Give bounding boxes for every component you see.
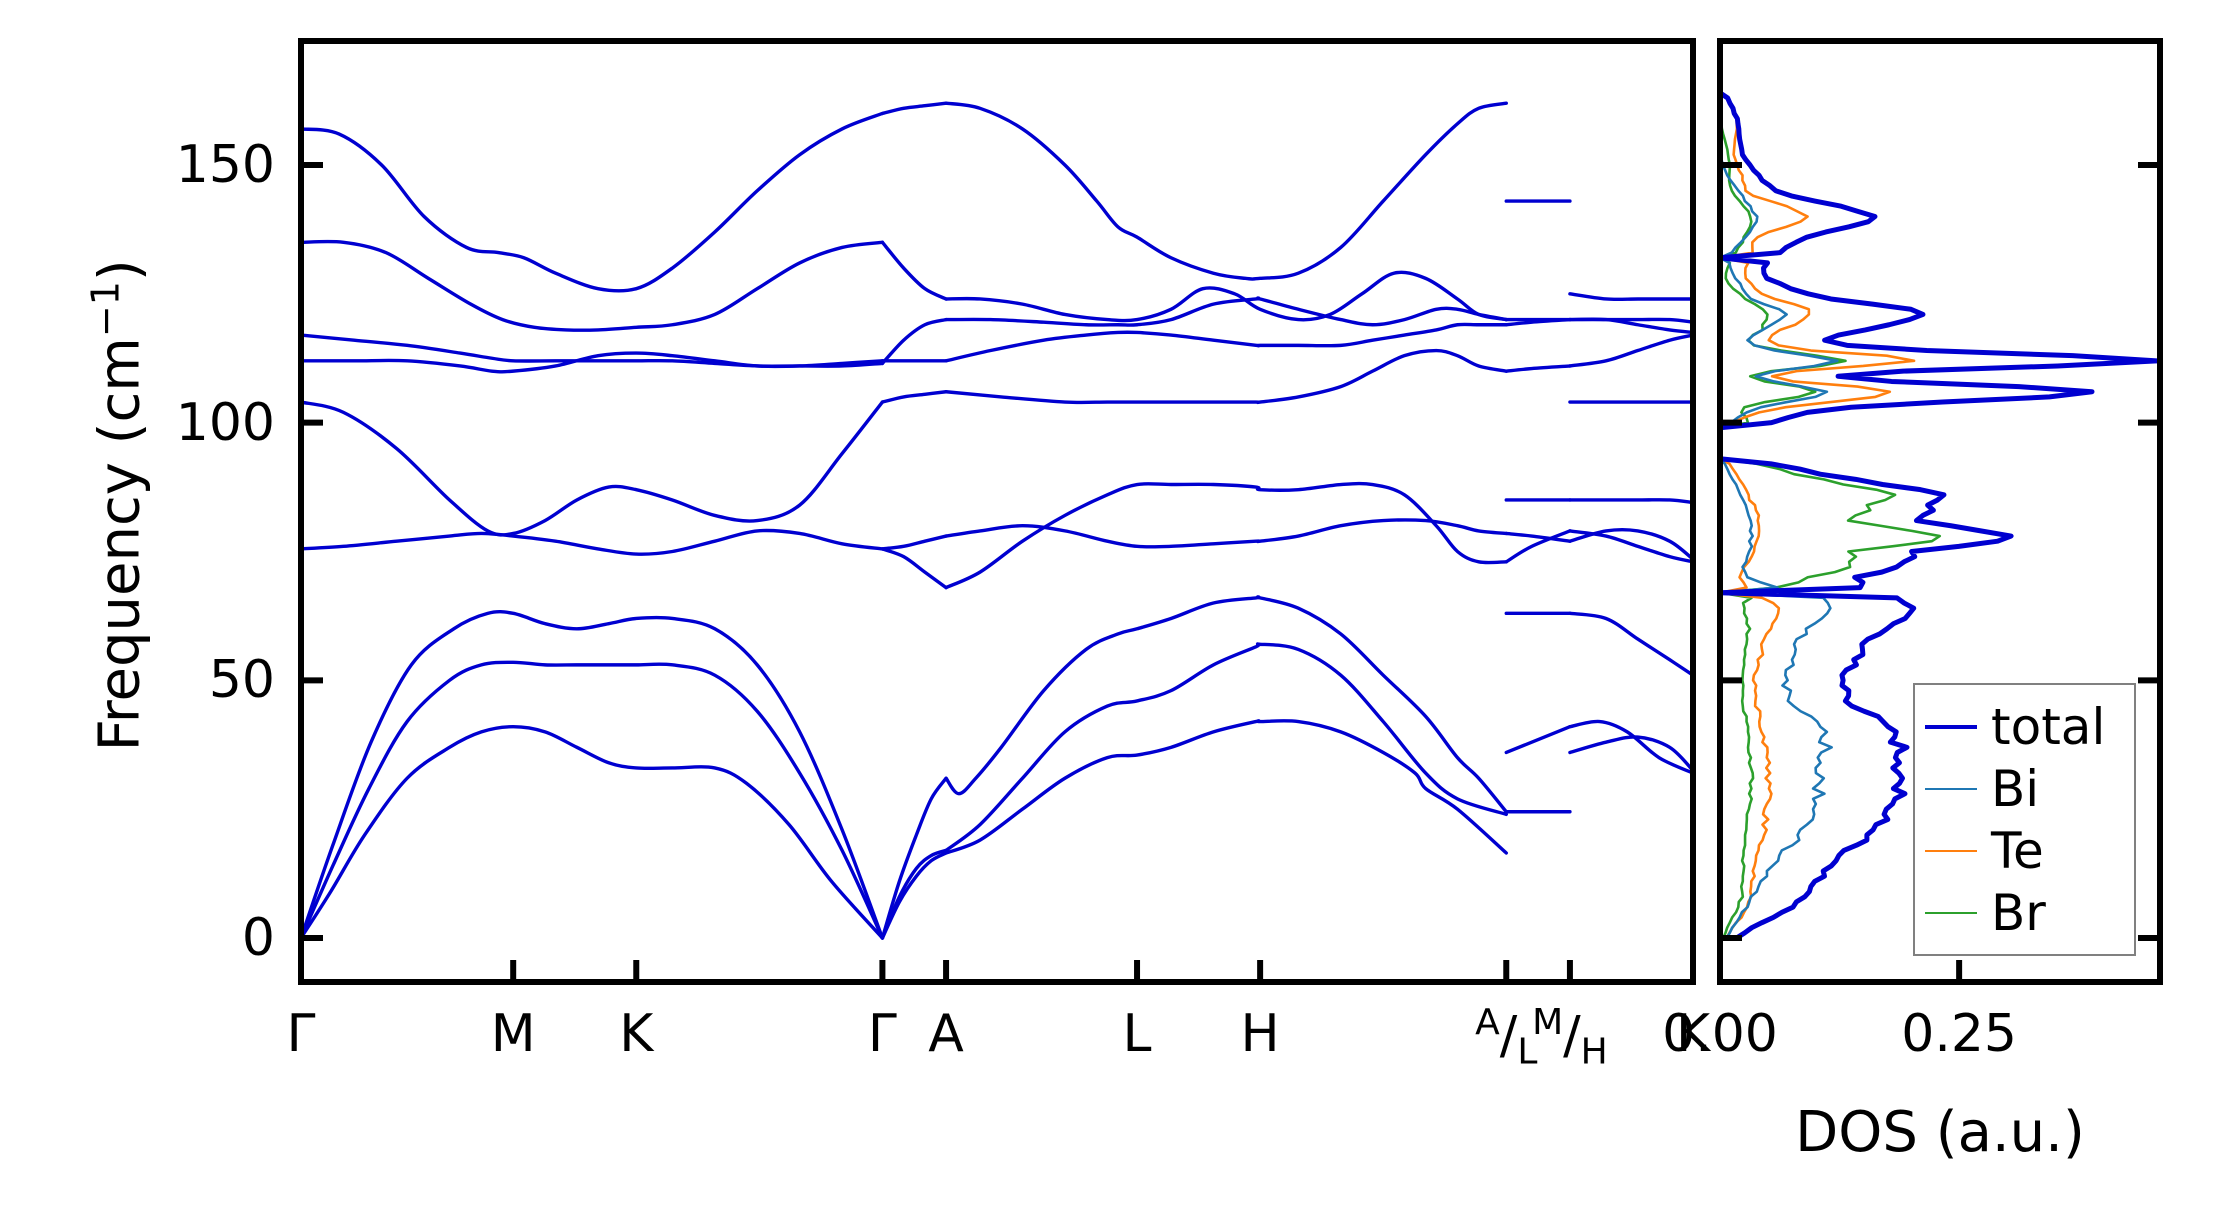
dos-axes-spines bbox=[1717, 38, 2163, 985]
x-tick-label-3: Γ bbox=[867, 1004, 897, 1064]
band-curve bbox=[944, 101, 1508, 281]
band-curve bbox=[299, 528, 885, 556]
x-tick-label-4: A bbox=[928, 1004, 964, 1064]
band-curve bbox=[880, 534, 948, 551]
band-curve bbox=[1504, 364, 1572, 373]
x-tick-label-8: M/H bbox=[1500, 1002, 1640, 1073]
x-tick-label-0: Γ bbox=[286, 1004, 316, 1064]
legend-swatch-bi-icon bbox=[1925, 787, 1977, 790]
dos-panel bbox=[1717, 38, 2163, 985]
dos-curve-bi bbox=[1718, 61, 1839, 939]
x-tick-denominator: L bbox=[1517, 1031, 1538, 1073]
legend-swatch-te-icon bbox=[1925, 849, 1977, 852]
band-axes-spines bbox=[298, 38, 1696, 985]
band-curve bbox=[880, 547, 948, 590]
dos-axes-frame bbox=[1717, 38, 2163, 985]
band-curve bbox=[1504, 529, 1572, 564]
dos-x-tick-label-0.00: 0.00 bbox=[1662, 1004, 1778, 1064]
legend-item-br[interactable]: Br bbox=[1925, 882, 2124, 944]
y-axis-title-exponent: −1 bbox=[83, 281, 128, 338]
dos-x-tick-label-0.25: 0.25 bbox=[1901, 1004, 2018, 1064]
band-curve bbox=[1568, 735, 1695, 773]
dos-curve-te bbox=[1718, 61, 1916, 939]
dos-axis-title: DOS (a.u.) bbox=[1795, 1100, 2085, 1165]
legend-item-te[interactable]: Te bbox=[1925, 820, 2124, 882]
band-curve bbox=[944, 595, 1508, 814]
band-curve bbox=[944, 348, 1508, 405]
band-curve bbox=[880, 848, 948, 940]
x-tick-numerator: A bbox=[1475, 1002, 1500, 1043]
band-curve bbox=[299, 111, 885, 293]
y-tick-label-150: 150 bbox=[175, 135, 275, 195]
band-segment-mh-k bbox=[1568, 292, 1695, 775]
y-axis-title: Frequency (cm−1) bbox=[84, 155, 153, 855]
band-segment-gamma-m-k-gamma bbox=[299, 111, 885, 940]
y-tick-label-50: 50 bbox=[208, 650, 275, 711]
band-segment-al-mh bbox=[1504, 199, 1572, 814]
band-curve bbox=[1568, 527, 1695, 561]
legend-label-total: total bbox=[1991, 697, 2106, 756]
band-curve bbox=[880, 240, 948, 301]
band-curve bbox=[944, 719, 1508, 855]
band-curve bbox=[944, 481, 1508, 590]
band-curve bbox=[299, 333, 885, 368]
legend-swatch-br-icon bbox=[1925, 911, 1977, 914]
band-curve bbox=[1568, 611, 1695, 677]
x-tick-label-6: H bbox=[1240, 1004, 1280, 1064]
x-tick-label-9: K bbox=[1675, 1004, 1711, 1064]
x-tick-slash: / bbox=[1499, 1005, 1518, 1066]
x-tick-label-7: A/L bbox=[1436, 1002, 1576, 1073]
band-curve bbox=[1568, 317, 1695, 324]
x-tick-label-5: L bbox=[1122, 1004, 1152, 1064]
band-curve bbox=[299, 610, 885, 940]
dos-legend: total Bi Te Br bbox=[1913, 683, 2136, 956]
band-curve bbox=[299, 725, 885, 940]
y-axis-title-main: Frequency (cm bbox=[87, 337, 153, 752]
x-tick-denominator: H bbox=[1580, 1031, 1608, 1073]
band-curve bbox=[1568, 333, 1695, 368]
band-curve bbox=[944, 322, 1508, 363]
legend-swatch-total-icon bbox=[1925, 724, 1977, 729]
band-curve bbox=[299, 660, 885, 940]
band-curve bbox=[944, 270, 1508, 323]
dos-curve-br bbox=[1718, 61, 1942, 939]
x-tick-label-1: M bbox=[490, 1004, 536, 1064]
x-tick-label-2: K bbox=[619, 1004, 654, 1064]
band-curve bbox=[944, 642, 1508, 853]
band-curve bbox=[299, 400, 885, 537]
band-curve bbox=[880, 776, 948, 940]
band-curve bbox=[1568, 719, 1695, 775]
band-curve bbox=[944, 296, 1508, 327]
band-curve bbox=[1504, 531, 1572, 543]
y-tick-label-100: 100 bbox=[175, 392, 275, 453]
band-curve bbox=[944, 518, 1508, 549]
legend-label-br: Br bbox=[1991, 883, 2046, 942]
band-curve bbox=[1568, 498, 1695, 505]
band-curve bbox=[299, 239, 885, 332]
band-structure-panel bbox=[298, 38, 1696, 985]
band-curve bbox=[880, 390, 948, 404]
legend-label-bi: Bi bbox=[1991, 759, 2040, 818]
x-tick-numerator: M bbox=[1532, 1002, 1564, 1043]
legend-item-total[interactable]: total bbox=[1925, 696, 2124, 758]
band-axes-frame bbox=[298, 38, 1696, 985]
y-axis-title-close: ) bbox=[87, 259, 153, 282]
band-curve bbox=[1568, 292, 1695, 302]
band-curve bbox=[880, 317, 948, 366]
x-tick-slash: / bbox=[1563, 1005, 1581, 1066]
band-curve bbox=[880, 101, 948, 116]
band-segment-gamma-a bbox=[880, 101, 948, 940]
legend-item-bi[interactable]: Bi bbox=[1925, 758, 2124, 820]
dos-curve-total bbox=[1717, 61, 2160, 941]
band-curve bbox=[1504, 725, 1572, 755]
band-segment-a-l-h-a bbox=[944, 101, 1508, 855]
legend-label-te: Te bbox=[1991, 821, 2044, 880]
y-tick-label-0: 0 bbox=[241, 908, 275, 968]
